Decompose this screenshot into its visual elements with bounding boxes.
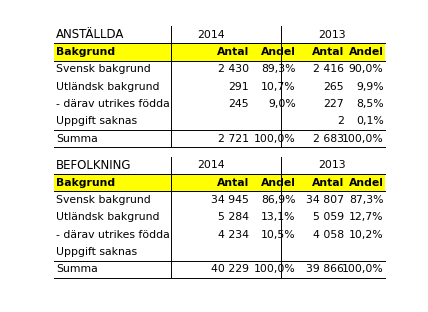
Text: BEFOLKNING: BEFOLKNING: [56, 159, 132, 172]
Text: Andel: Andel: [349, 178, 383, 188]
Text: 87,3%: 87,3%: [349, 195, 383, 205]
Text: Bakgrund: Bakgrund: [56, 178, 115, 188]
Text: Antal: Antal: [217, 178, 249, 188]
Text: 4 058: 4 058: [312, 230, 344, 240]
Text: Andel: Andel: [261, 47, 296, 57]
Text: - därav utrikes födda: - därav utrikes födda: [56, 99, 170, 109]
Text: 40 229: 40 229: [211, 264, 249, 274]
Text: 227: 227: [323, 99, 344, 109]
Text: Utländsk bakgrund: Utländsk bakgrund: [56, 82, 160, 92]
Text: 5 059: 5 059: [312, 212, 344, 222]
Text: 291: 291: [229, 82, 249, 92]
Text: Andel: Andel: [261, 178, 296, 188]
Text: - därav utrikes födda: - därav utrikes födda: [56, 230, 170, 240]
Text: 2 721: 2 721: [218, 134, 249, 144]
Text: Antal: Antal: [312, 178, 344, 188]
Text: Uppgift saknas: Uppgift saknas: [56, 247, 137, 257]
Text: 100,0%: 100,0%: [342, 264, 383, 274]
Text: 9,0%: 9,0%: [268, 99, 296, 109]
Text: 4 234: 4 234: [218, 230, 249, 240]
Text: 8,5%: 8,5%: [356, 99, 383, 109]
Text: 13,1%: 13,1%: [261, 212, 296, 222]
Bar: [54, 174, 385, 191]
Text: Svensk bakgrund: Svensk bakgrund: [56, 64, 151, 74]
Text: Summa: Summa: [56, 264, 98, 274]
Text: 2013: 2013: [318, 160, 346, 170]
Text: Summa: Summa: [56, 134, 98, 144]
Text: 2014: 2014: [197, 30, 225, 40]
Text: 2 430: 2 430: [218, 64, 249, 74]
Text: Antal: Antal: [312, 47, 344, 57]
Text: 34 945: 34 945: [211, 195, 249, 205]
Text: 34 807: 34 807: [306, 195, 344, 205]
Text: 10,7%: 10,7%: [261, 82, 296, 92]
Text: 2 416: 2 416: [313, 64, 344, 74]
Text: 89,3%: 89,3%: [261, 64, 296, 74]
Text: ANSTÄLLDA: ANSTÄLLDA: [56, 28, 125, 41]
Text: 2014: 2014: [197, 160, 225, 170]
Text: Utländsk bakgrund: Utländsk bakgrund: [56, 212, 160, 222]
Text: 0,1%: 0,1%: [356, 116, 383, 126]
Text: 10,5%: 10,5%: [261, 230, 296, 240]
Bar: [54, 43, 385, 61]
Text: 100,0%: 100,0%: [254, 134, 296, 144]
Text: 2: 2: [337, 116, 344, 126]
Text: 12,7%: 12,7%: [349, 212, 383, 222]
Text: Uppgift saknas: Uppgift saknas: [56, 116, 137, 126]
Text: 5 284: 5 284: [218, 212, 249, 222]
Text: 100,0%: 100,0%: [254, 264, 296, 274]
Text: 245: 245: [229, 99, 249, 109]
Text: Antal: Antal: [217, 47, 249, 57]
Text: Andel: Andel: [349, 47, 383, 57]
Text: 90,0%: 90,0%: [349, 64, 383, 74]
Text: 86,9%: 86,9%: [261, 195, 296, 205]
Text: Bakgrund: Bakgrund: [56, 47, 115, 57]
Text: 100,0%: 100,0%: [342, 134, 383, 144]
Text: 2013: 2013: [318, 30, 346, 40]
Text: 9,9%: 9,9%: [356, 82, 383, 92]
Text: Svensk bakgrund: Svensk bakgrund: [56, 195, 151, 205]
Text: 2 683: 2 683: [313, 134, 344, 144]
Text: 10,2%: 10,2%: [349, 230, 383, 240]
Text: 39 866: 39 866: [306, 264, 344, 274]
Text: 265: 265: [323, 82, 344, 92]
